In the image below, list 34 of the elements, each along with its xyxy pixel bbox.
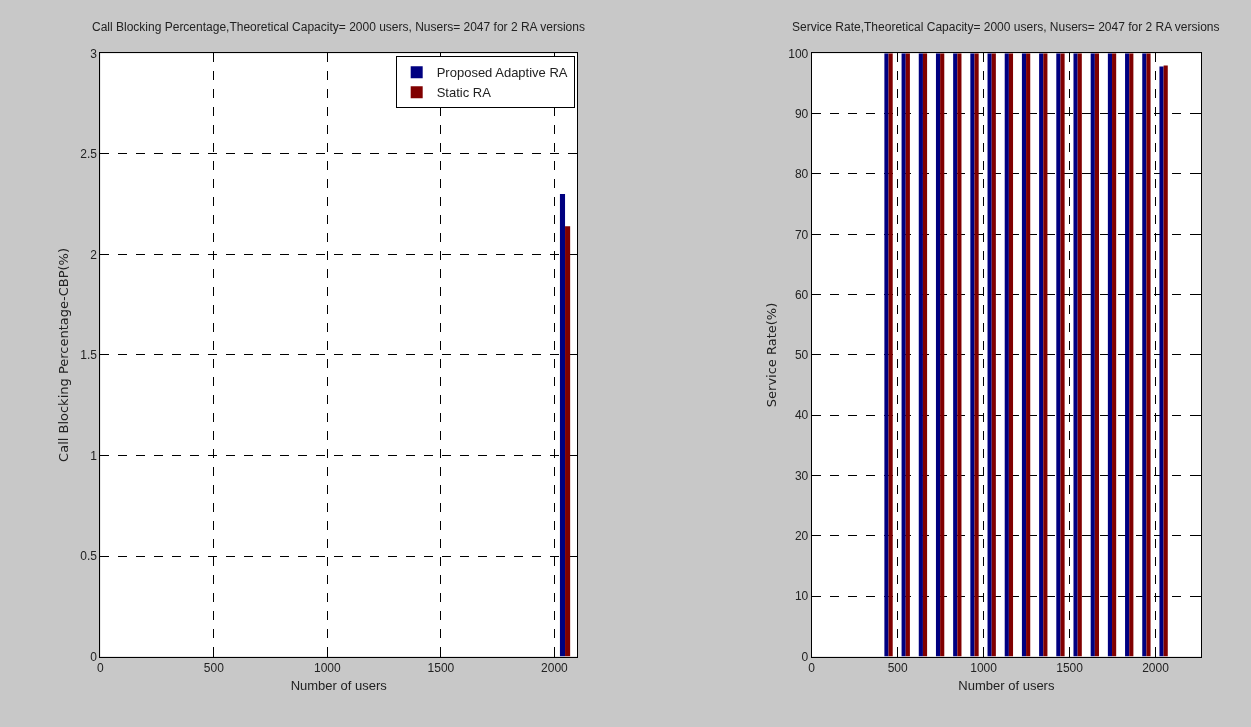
y-axis-title: Call Blocking Percentage-CBP(%) [56,247,72,462]
x-tick-label: 500 [887,660,908,675]
x-tick-label: 500 [203,660,225,675]
y-tick-label: 40 [794,408,809,423]
y-tick-label: 30 [794,468,809,483]
x-tick-label: 1500 [427,660,455,675]
y-tick-label: 90 [794,106,809,121]
y-tick-label: 100 [788,46,809,61]
x-tick-label: 2000 [1142,660,1170,675]
y-tick-label: 10 [794,589,809,604]
x-tick-label: 1500 [1056,660,1084,675]
y-tick-label: 1.5 [80,348,98,363]
legend-label: Proposed Adaptive RA [436,65,568,81]
x-tick-label: 2000 [541,660,569,675]
y-tick-label: 20 [794,529,809,544]
y-tick-label: 2.5 [80,147,98,162]
y-tick-label: 60 [794,287,809,302]
y-tick-label: 50 [794,348,809,363]
legend-label: Static RA [436,85,492,101]
y-axis-title: Service Rate(%) [764,302,780,408]
y-tick-label: 0 [801,649,809,664]
x-axis-title: Number of users [290,677,388,693]
x-tick-label: 1000 [314,660,342,675]
y-tick-label: 70 [794,227,809,242]
x-tick-label: 1000 [970,660,998,675]
y-tick-label: 80 [794,167,809,182]
chart-title: Service Rate,Theoretical Capacity= 2000 users, Nusers= 2047 for 2 RA versions [792,20,1220,34]
y-tick-label: 1 [90,448,98,463]
y-tick-label: 0.5 [80,549,98,564]
chart-title: Call Blocking Percentage,Theoretical Capacity= 2000 users, Nusers= 2047 for 2 RA versions [92,20,585,34]
x-axis-title: Number of users [958,677,1055,693]
y-tick-label: 3 [90,46,98,61]
y-tick-label: 2 [90,247,98,262]
y-tick-label: 0 [90,649,98,664]
